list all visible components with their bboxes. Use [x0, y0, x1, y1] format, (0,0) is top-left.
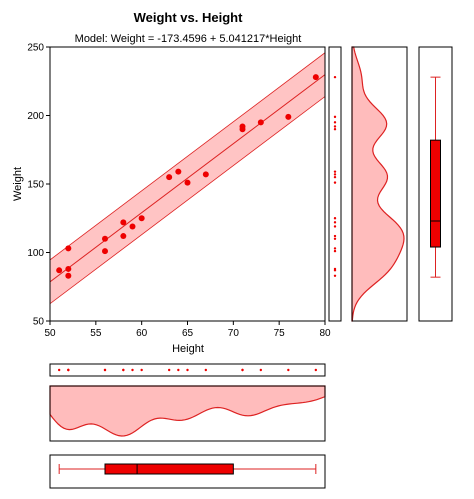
- y-density-panel: [351, 46, 408, 322]
- x-rug-mark: [67, 368, 70, 372]
- x-rug-mark: [287, 368, 290, 372]
- x-tick-label: 80: [319, 328, 331, 339]
- y-axis-label: Weight: [12, 167, 24, 201]
- data-point: [65, 265, 72, 272]
- data-point: [102, 248, 108, 255]
- data-point: [202, 171, 209, 178]
- y-rug-mark: [333, 128, 337, 131]
- data-point: [56, 267, 63, 274]
- y-boxplot: [430, 76, 441, 278]
- y-rug-mark: [333, 121, 337, 124]
- x-tick-label: 55: [90, 328, 102, 339]
- x-boxplot-panel: [49, 454, 326, 489]
- data-point: [285, 113, 292, 120]
- x-tick-label: 65: [182, 328, 194, 339]
- y-rug-mark: [333, 221, 337, 224]
- data-point: [120, 233, 127, 240]
- x-rug-mark: [103, 368, 107, 372]
- x-rug-mark: [131, 368, 134, 372]
- x-rug-mark: [204, 368, 208, 372]
- x-density-curve: [49, 385, 326, 437]
- y-rug-mark: [333, 225, 337, 228]
- x-axis-ticks: 50 55 60 65 70 75 80: [44, 321, 331, 339]
- y-tick-label: 250: [27, 43, 44, 54]
- x-tick-label: 70: [228, 328, 240, 339]
- x-density-frame: [49, 385, 326, 442]
- x-rug-mark: [167, 368, 171, 372]
- chart-subtitle: Model: Weight = -173.4596 + 5.041217*Hei…: [75, 33, 302, 45]
- data-point: [65, 245, 72, 252]
- x-tick-label: 60: [136, 328, 148, 339]
- x-boxplot-frame: [49, 454, 326, 489]
- y-box-iqr: [430, 139, 441, 248]
- x-tick-label: 75: [274, 328, 286, 339]
- x-rug-mark: [241, 368, 244, 372]
- y-rug-frame: [328, 46, 342, 322]
- y-rug-mark: [333, 217, 337, 220]
- band-lower-edge: [50, 96, 325, 305]
- x-rug-panel: [49, 363, 326, 377]
- y-rug-mark: [333, 75, 337, 79]
- x-rug-mark: [122, 368, 125, 372]
- x-rug-mark: [314, 368, 318, 372]
- x-rug-mark: [177, 368, 180, 372]
- y-rug-mark: [333, 175, 337, 179]
- x-rug-mark: [140, 368, 143, 372]
- regression-line: [50, 74, 325, 283]
- data-point: [129, 223, 136, 230]
- confidence-band-layer: [50, 52, 325, 305]
- y-rug-mark: [333, 125, 337, 128]
- y-rug-panel: [328, 46, 342, 322]
- y-tick-label: 100: [27, 248, 44, 259]
- data-point: [102, 235, 108, 242]
- x-rug-points: [57, 368, 318, 372]
- data-point: [257, 119, 264, 126]
- y-rug-mark: [333, 274, 337, 277]
- data-point: [184, 179, 191, 186]
- y-rug-mark: [333, 181, 337, 184]
- y-rug-mark: [333, 170, 337, 173]
- y-boxplot-panel: [418, 46, 453, 322]
- chart-title: Weight vs. Height: [134, 10, 243, 25]
- y-rug-mark: [333, 173, 337, 176]
- data-point: [138, 215, 145, 222]
- y-tick-label: 200: [27, 111, 44, 122]
- y-tick-label: 150: [27, 180, 44, 191]
- data-point: [65, 272, 72, 279]
- y-rug-mark: [333, 249, 337, 253]
- data-point: [312, 74, 319, 81]
- x-rug-mark: [186, 368, 189, 372]
- y-rug-points: [333, 75, 337, 277]
- x-density-panel: [49, 385, 326, 442]
- x-rug-frame: [49, 363, 326, 377]
- x-boxplot: [58, 463, 317, 475]
- x-tick-label: 50: [44, 328, 56, 339]
- data-point: [175, 168, 182, 175]
- x-rug-mark: [259, 368, 263, 372]
- data-point: [166, 174, 173, 181]
- band-upper-edge: [50, 52, 325, 261]
- y-boxplot-frame: [418, 46, 453, 322]
- y-density-curve: [351, 46, 405, 322]
- y-rug-mark: [333, 234, 337, 238]
- x-rug-mark: [57, 368, 61, 372]
- main-scatter-panel: 50 55 60 65 70 75 80 50 100 150 200 250 Height Wei…: [12, 43, 331, 356]
- y-density-frame: [351, 46, 408, 322]
- x-box-iqr: [104, 463, 234, 475]
- y-rug-mark: [333, 237, 337, 240]
- y-rug-mark: [333, 247, 337, 250]
- x-axis-label: Height: [172, 343, 204, 355]
- scatter-points-layer: [56, 74, 319, 279]
- data-point: [120, 219, 127, 226]
- y-rug-mark: [333, 267, 337, 271]
- y-axis-ticks: 50 100 150 200 250: [27, 43, 50, 328]
- data-point: [239, 123, 246, 130]
- y-tick-label: 50: [33, 317, 45, 328]
- y-rug-mark: [333, 115, 337, 119]
